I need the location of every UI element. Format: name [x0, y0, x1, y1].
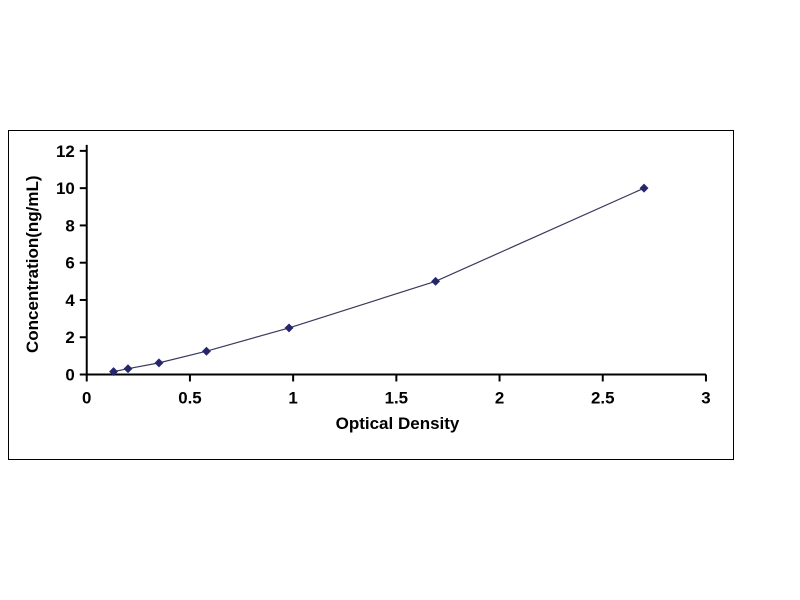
y-tick-label: 2 — [65, 328, 74, 347]
x-tick-label: 1.5 — [385, 388, 408, 407]
x-tick-label: 3 — [701, 388, 710, 407]
y-tick-label: 6 — [65, 254, 74, 273]
x-axis-label: Optical Density — [335, 414, 460, 433]
data-point-marker — [123, 364, 133, 374]
y-tick-label: 4 — [65, 291, 75, 310]
x-tick-label: 2.5 — [591, 388, 614, 407]
curve-line — [113, 187, 645, 373]
data-point-marker — [431, 276, 441, 286]
data-point-marker — [154, 358, 164, 368]
x-tick-label: 1 — [288, 388, 297, 407]
data-point-marker — [639, 183, 649, 193]
y-tick-label: 0 — [65, 365, 74, 384]
y-tick-label: 10 — [56, 179, 75, 198]
y-tick-label: 8 — [65, 216, 74, 235]
x-tick-label: 2 — [495, 388, 504, 407]
chart-panel: 0 0.5 1 1.5 2 2.5 3 0 2 4 6 8 10 12 Concentration(ng/… — [8, 130, 734, 460]
data-point-marker — [201, 346, 211, 356]
y-axis-label: Concentration(ng/mL) — [23, 175, 42, 353]
x-tick-label: 0 — [82, 388, 91, 407]
x-tick-label: 0.5 — [178, 388, 201, 407]
data-point-marker — [109, 367, 119, 377]
data-point-marker — [284, 323, 294, 333]
plot-svg: 0 0.5 1 1.5 2 2.5 3 0 2 4 6 8 10 12 — [56, 142, 711, 407]
y-tick-label: 12 — [56, 142, 75, 161]
